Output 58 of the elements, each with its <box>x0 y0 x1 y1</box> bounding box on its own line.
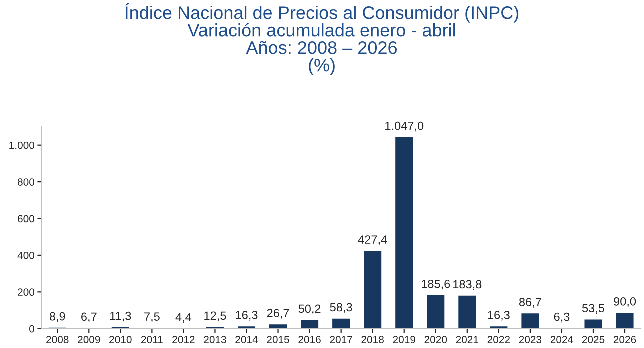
x-tick-label: 2010 <box>110 336 132 344</box>
y-tick-label: 800 <box>18 178 35 186</box>
data-label: 58,3 <box>330 303 352 314</box>
data-label: 185,6 <box>422 280 450 290</box>
x-tick-label: 2018 <box>362 336 384 344</box>
x-tick-label: 2015 <box>267 336 290 344</box>
data-label: 183,8 <box>454 280 482 290</box>
data-label: 4,4 <box>176 313 192 323</box>
bar <box>488 325 510 329</box>
x-tick-label: 2017 <box>330 336 352 344</box>
data-label: 16,3 <box>236 311 258 321</box>
x-tick-label: 2012 <box>172 336 195 344</box>
bar <box>583 318 604 329</box>
data-label: 6,3 <box>554 312 570 323</box>
bar <box>614 312 636 329</box>
bar <box>426 294 446 329</box>
x-tick-label: 2024 <box>550 336 574 344</box>
x-tick-label: 2022 <box>488 336 510 344</box>
x-tick-label: 2026 <box>614 336 636 344</box>
x-tick-label: 2019 <box>393 336 416 344</box>
x-tick-label: 2008 <box>46 336 69 344</box>
data-label: 8,9 <box>50 312 66 322</box>
data-label: 1.047,0 <box>386 122 424 132</box>
data-label: 86,7 <box>519 298 542 308</box>
data-label: 7,5 <box>144 312 160 322</box>
bar <box>110 326 131 329</box>
bar <box>236 325 257 329</box>
bar <box>457 294 478 329</box>
bar <box>362 250 383 329</box>
bar <box>268 323 288 329</box>
x-tick-label: 2014 <box>236 336 258 344</box>
data-label: 90,0 <box>614 297 636 308</box>
chart-title: Índice Nacional de Precios al Consumidor (INPC) Variación acumulada enero - abril Años: 2008 – 2026 (%) <box>126 3 519 76</box>
data-label: 53,5 <box>582 304 604 314</box>
bar <box>394 136 415 329</box>
x-tick-label: 2023 <box>519 336 542 344</box>
x-tick-label: 2013 <box>204 336 226 344</box>
x-tick-label: 2021 <box>456 336 478 344</box>
y-tick-label: 400 <box>18 252 35 260</box>
y-tick-label: 0 <box>30 325 35 333</box>
y-tick-label: 200 <box>18 288 35 296</box>
data-label: 11,3 <box>110 312 132 322</box>
data-label: 6,7 <box>82 312 97 323</box>
x-tick-label: 2009 <box>78 336 100 344</box>
bar <box>300 318 320 329</box>
data-label: 50,2 <box>298 304 321 315</box>
data-label: 26,7 <box>267 309 290 319</box>
bar <box>331 317 352 329</box>
bar <box>520 312 541 329</box>
data-label: 427,4 <box>358 236 388 246</box>
x-tick-label: 2011 <box>142 336 163 344</box>
data-label: 12,5 <box>204 312 226 322</box>
x-tick-label: 2020 <box>424 336 448 344</box>
y-tick-label: 600 <box>18 215 35 223</box>
x-tick-label: 2025 <box>582 336 605 344</box>
x-tick-label: 2016 <box>298 336 321 344</box>
y-tick-label: 1.000 <box>10 142 35 150</box>
data-label: 16,3 <box>488 311 510 321</box>
